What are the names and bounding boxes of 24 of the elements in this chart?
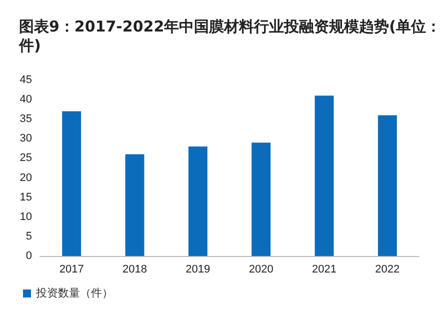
y-tick-label: 15 — [20, 191, 32, 204]
legend-label: 投资数量（件） — [35, 288, 113, 300]
y-tick-label: 40 — [20, 94, 32, 106]
y-tick-label: 0 — [26, 250, 32, 262]
y-tick-label: 30 — [20, 132, 32, 145]
bar — [252, 142, 271, 256]
chart-title: 图表9：2017-2022年中国膜材料行业投融资规模趋势(单位：件) — [18, 18, 442, 54]
y-tick-label: 35 — [20, 113, 32, 126]
bar — [62, 111, 82, 256]
bar — [314, 96, 334, 256]
x-tick-label: 2021 — [312, 264, 336, 276]
x-tick-label: 2017 — [59, 264, 84, 276]
y-tick-label: 25 — [20, 152, 32, 164]
x-tick-label: 2020 — [248, 264, 274, 276]
x-tick-label: 2019 — [186, 264, 210, 276]
y-tick-label: 5 — [26, 230, 32, 242]
x-tick-label: 2018 — [122, 264, 147, 276]
y-tick-label: 20 — [20, 172, 32, 184]
bar — [378, 115, 397, 256]
x-tick-label: 2022 — [375, 264, 400, 276]
y-tick-label: 10 — [20, 210, 32, 223]
bar — [125, 154, 144, 256]
bar — [188, 146, 208, 256]
y-tick-label: 45 — [20, 74, 32, 86]
